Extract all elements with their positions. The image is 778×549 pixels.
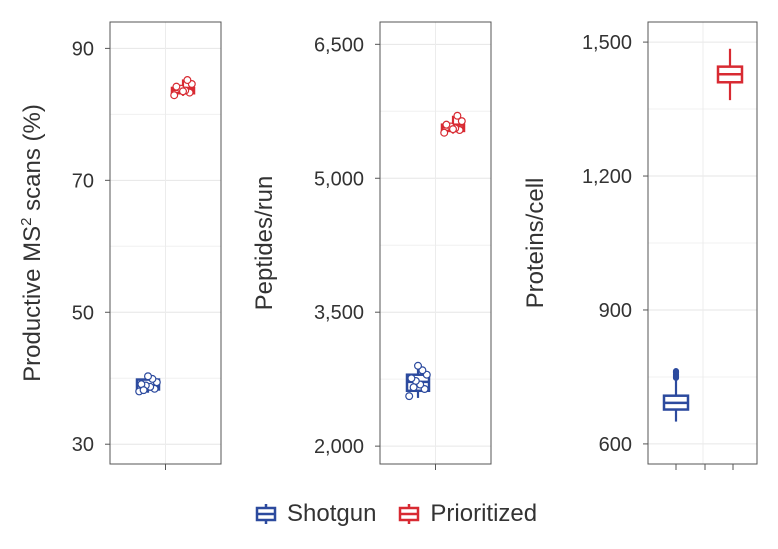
data-point xyxy=(407,374,416,383)
y-tick-label: 1,500 xyxy=(582,32,632,54)
box-shotgun xyxy=(662,368,690,422)
legend-item-prioritized: Prioritized xyxy=(398,500,537,528)
y-axis-label: Proteins/cell xyxy=(522,178,549,309)
data-point xyxy=(144,372,153,381)
panel-1: 30 50 70 90 Productive MS2 scans (%) xyxy=(18,21,222,470)
data-point xyxy=(442,120,451,129)
legend-swatch-prioritized xyxy=(399,504,420,524)
y-tick-label: 5,000 xyxy=(314,168,364,190)
y-tick-label: 70 xyxy=(72,170,94,192)
legend: Shotgun Prioritized xyxy=(255,500,537,528)
data-point xyxy=(457,117,466,126)
y-tick-label: 30 xyxy=(72,434,94,456)
legend-label-prioritized: Prioritized xyxy=(430,500,538,527)
y-axis-label: Productive MS2 scans (%) xyxy=(18,104,46,382)
box-shotgun xyxy=(405,361,431,401)
data-point xyxy=(405,392,414,401)
plot-frame xyxy=(647,21,758,465)
outlier-point xyxy=(672,368,680,375)
box-prioritized xyxy=(716,48,744,101)
data-point xyxy=(453,111,462,120)
y-tick-label: 6,500 xyxy=(314,34,364,56)
data-point xyxy=(440,128,449,137)
y-tick-label: 2,000 xyxy=(314,436,364,458)
data-point xyxy=(409,383,418,392)
data-point xyxy=(449,125,458,134)
box-prioritized xyxy=(170,76,196,100)
y-tick-label: 50 xyxy=(72,302,94,324)
legend-item-shotgun: Shotgun xyxy=(255,500,376,528)
y-tick-label: 900 xyxy=(599,300,632,322)
y-tick-label: 1,200 xyxy=(582,166,632,188)
y-tick-label: 3,500 xyxy=(314,302,364,324)
data-point xyxy=(139,386,148,395)
legend-swatch-shotgun xyxy=(255,504,277,524)
y-axis-label: Peptides/run xyxy=(251,176,278,311)
data-point xyxy=(179,87,188,96)
panel-3: 600 900 1,200 1,500 Proteins/cell xyxy=(522,21,758,470)
legend-label-shotgun: Shotgun xyxy=(287,500,377,527)
data-point xyxy=(183,76,192,85)
y-tick-label: 90 xyxy=(72,38,94,60)
data-point xyxy=(172,82,181,91)
data-point xyxy=(170,91,179,100)
y-tick-label: 600 xyxy=(599,434,632,456)
box-shotgun xyxy=(135,372,161,396)
panel-2: 2,000 3,500 5,000 6,500 Peptides/run xyxy=(251,21,492,470)
box-prioritized xyxy=(440,111,466,137)
data-point xyxy=(414,361,423,370)
